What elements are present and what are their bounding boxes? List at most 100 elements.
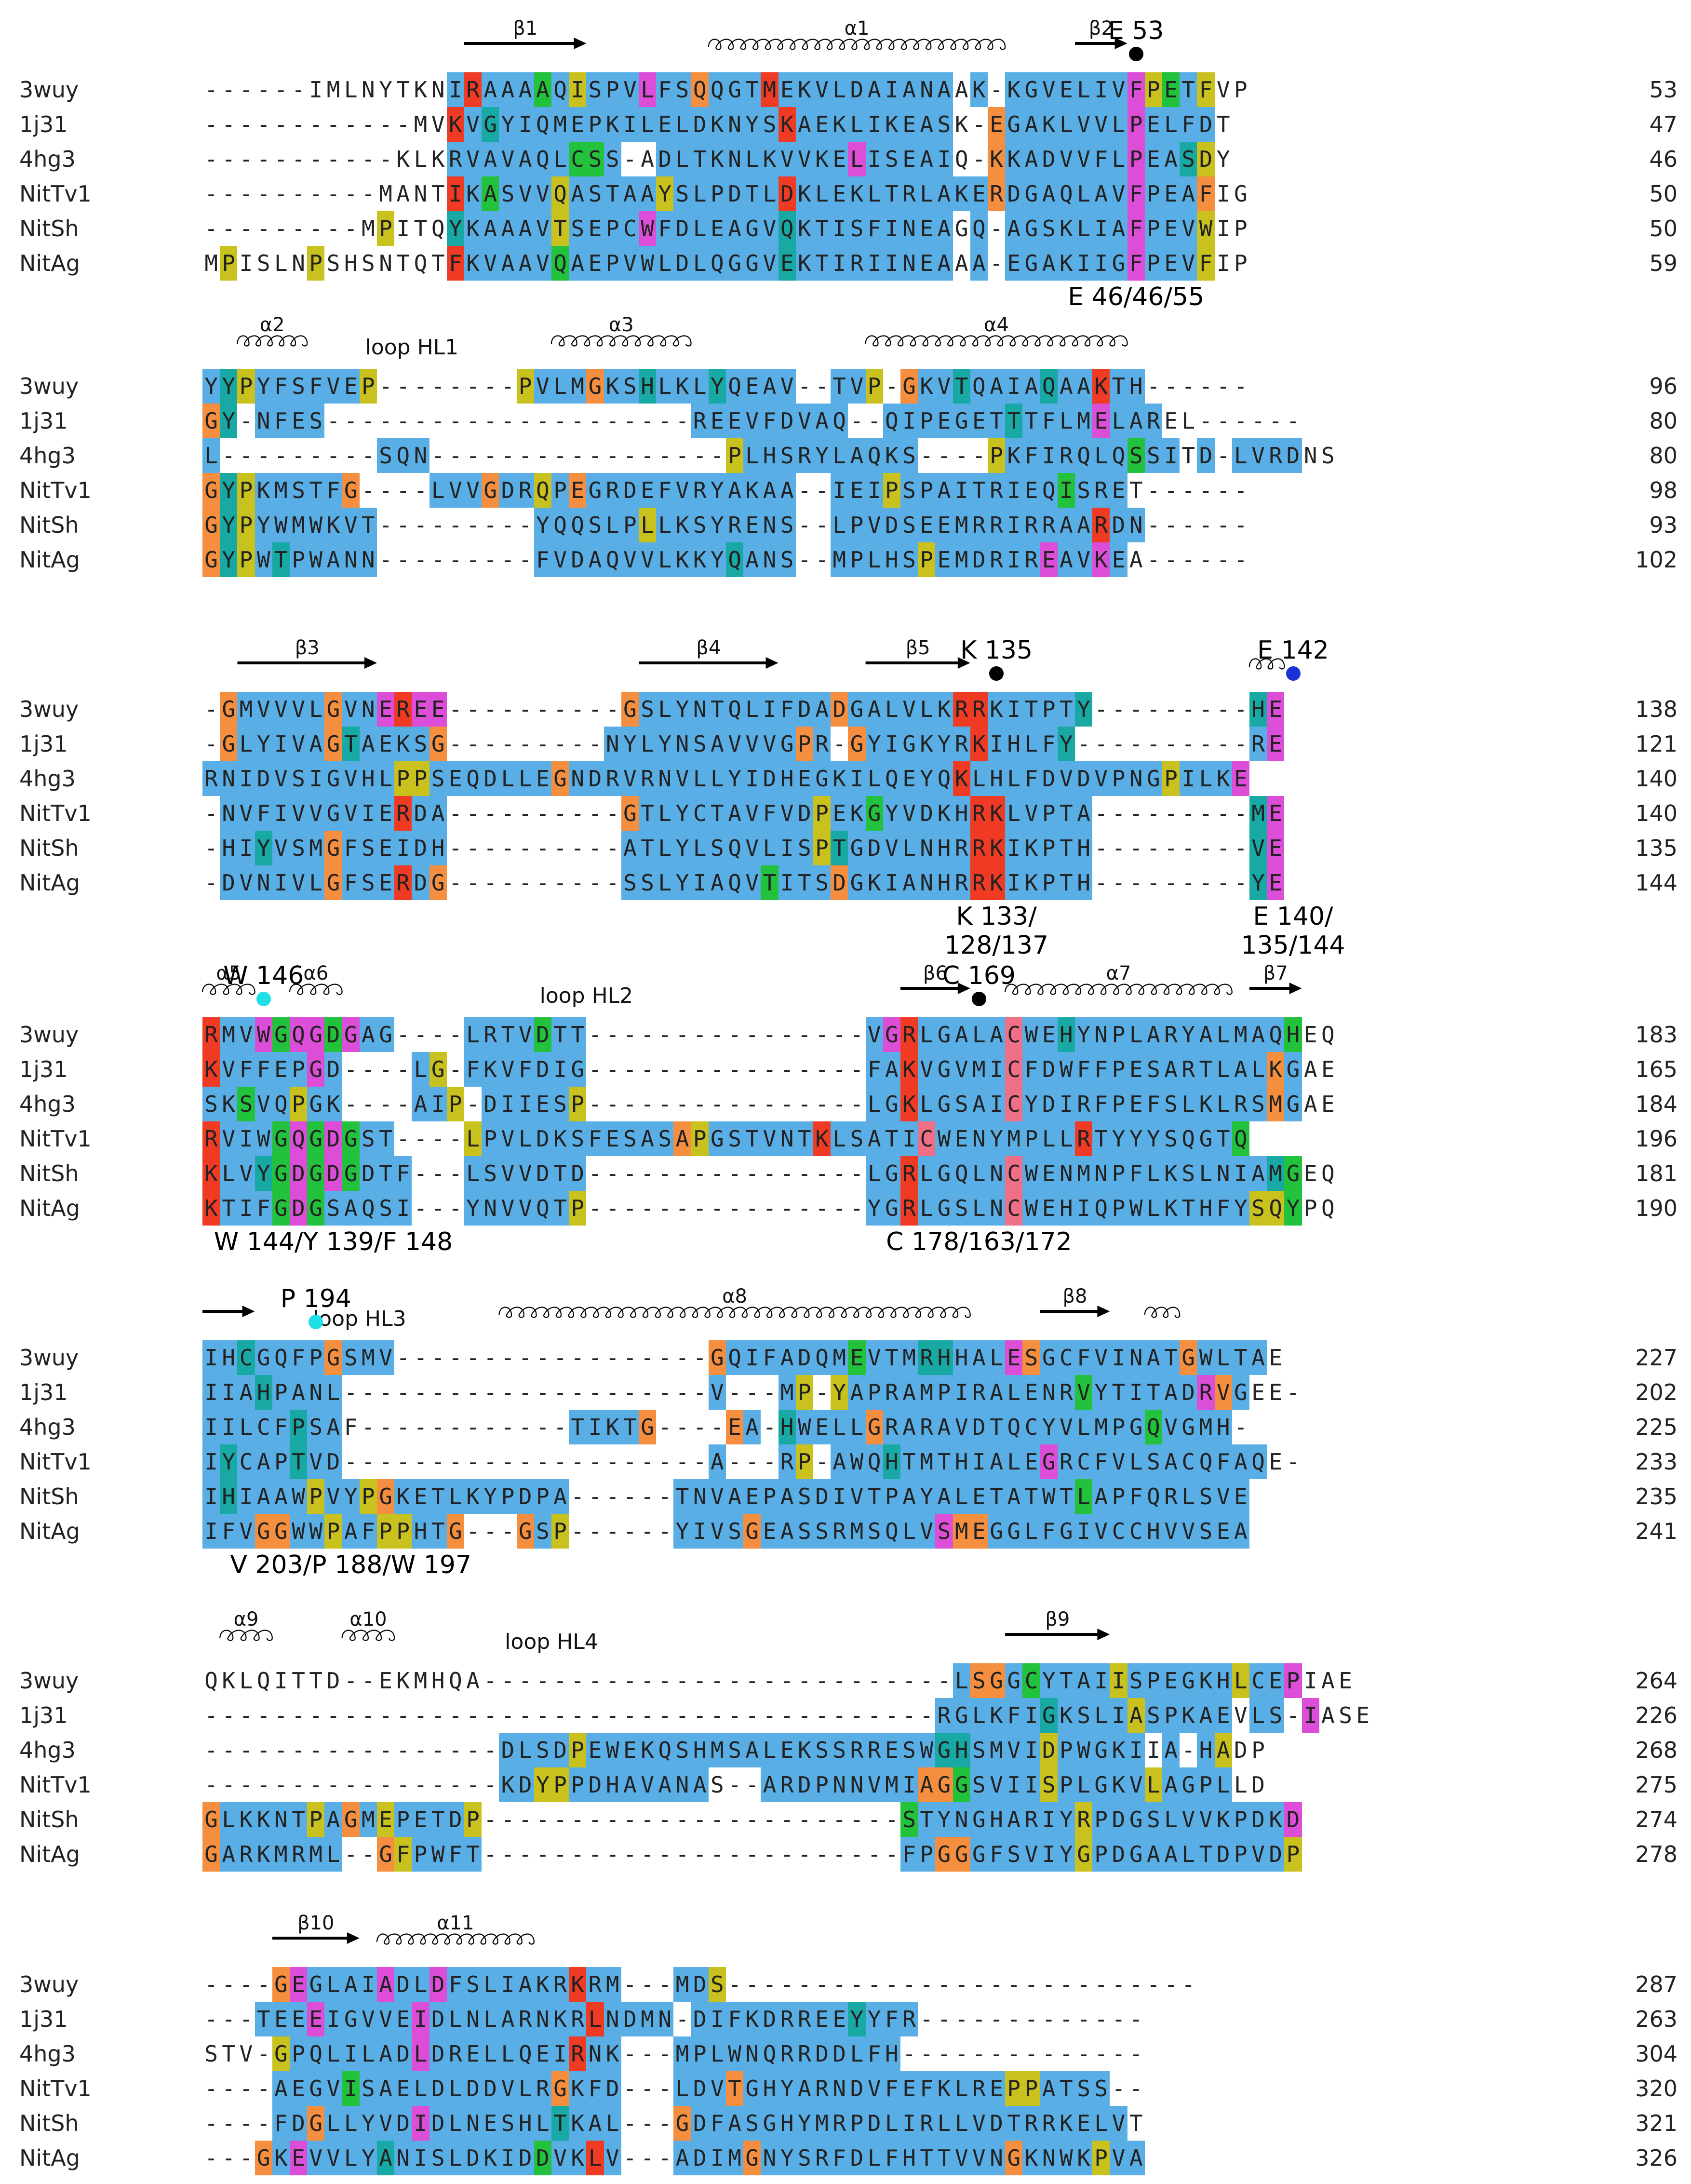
residue: Y (708, 542, 726, 577)
residue: - (605, 408, 619, 434)
residue: - (605, 1702, 619, 1728)
residue: L (446, 1479, 464, 1514)
residue: V (970, 2141, 988, 2175)
residue: P (1110, 1191, 1127, 1226)
residue: L (1180, 1479, 1197, 1514)
sequence-name: NitAg (19, 1518, 80, 1544)
residue: R (1022, 1802, 1040, 1837)
residue: - (972, 146, 986, 172)
residue: V (220, 1121, 238, 1156)
residue: - (675, 1379, 689, 1405)
residue: G (342, 473, 360, 508)
residue: - (1286, 1379, 1300, 1405)
residue: K (795, 246, 813, 281)
residue: - (605, 1841, 619, 1867)
residue: H (953, 1733, 970, 1767)
residue: - (379, 1056, 392, 1082)
residue: P (1110, 1156, 1127, 1191)
residue: A (883, 1052, 900, 1087)
residue: E (1040, 1017, 1058, 1052)
residue: - (518, 800, 532, 826)
residue: S (970, 1663, 988, 1698)
residue: - (588, 1091, 602, 1117)
residue: L (831, 72, 848, 107)
residue: I (1092, 211, 1110, 246)
residue: Y (673, 796, 691, 831)
residue: S (256, 250, 270, 276)
residue: T (1022, 1479, 1040, 1514)
residue: - (414, 1737, 428, 1763)
residue: I (900, 2106, 918, 2141)
residue: - (466, 1449, 480, 1475)
residue: F (865, 2036, 883, 2071)
residue: K (394, 727, 412, 761)
residue: S (586, 72, 604, 107)
residue: S (204, 2041, 218, 2067)
homolog-residue-label: V 203/P 188/W 197 (230, 1550, 472, 1579)
residue: A (1232, 1514, 1249, 1549)
residue: N (1040, 1375, 1058, 1410)
residue: N (656, 2002, 674, 2036)
residue: S (1339, 1702, 1352, 1728)
residue: P (1127, 142, 1145, 176)
residue: A (1249, 1017, 1267, 1052)
residue: - (832, 1971, 846, 1997)
residue: - (362, 1772, 375, 1798)
residue: L (499, 2036, 517, 2071)
residue: - (641, 1668, 654, 1694)
residue: I (272, 727, 290, 761)
residue: - (501, 1345, 515, 1371)
residue: D (516, 1767, 534, 1802)
sequence-name: 3wuy (19, 1345, 79, 1371)
residue: - (815, 477, 829, 503)
residue: N (1092, 1156, 1110, 1191)
residue: L (1005, 761, 1023, 796)
residue: A (290, 1375, 308, 1410)
residue: R (202, 761, 220, 796)
residue: - (309, 181, 323, 207)
residue: A (795, 107, 813, 142)
residue: Y (1057, 727, 1075, 761)
residue: G (1040, 1698, 1058, 1733)
residue: - (1234, 477, 1248, 503)
residue: - (798, 1160, 811, 1186)
residue: - (396, 1056, 410, 1082)
residue: T (1005, 404, 1023, 438)
residue: - (204, 800, 218, 826)
alpha-helix-coil (708, 39, 1006, 50)
residue: V (359, 2002, 377, 2036)
residue: P (1110, 761, 1127, 796)
residue: - (1234, 800, 1248, 826)
residue: - (623, 2076, 637, 2102)
residue: A (1232, 1444, 1249, 1479)
residue: G (1110, 246, 1127, 281)
residue: Y (220, 542, 238, 577)
alpha-helix-coil (1005, 984, 1233, 995)
residue: A (1005, 1479, 1023, 1514)
residue-end-number: 190 (1635, 1195, 1678, 1221)
residue: H (220, 1340, 238, 1375)
residue: - (902, 1971, 916, 1997)
residue: V (708, 1375, 726, 1410)
residue: - (518, 1345, 532, 1371)
residue-marker-dot (1128, 47, 1143, 61)
residue: V (865, 508, 883, 542)
residue: - (239, 408, 253, 434)
residue: P (499, 1479, 517, 1514)
residue: - (780, 1841, 794, 1867)
residue: K (673, 542, 691, 577)
residue: V (237, 1156, 255, 1191)
residue: - (501, 1841, 515, 1867)
residue: V (621, 761, 639, 796)
sequence-name: 4hg3 (19, 1414, 76, 1440)
residue: - (292, 1737, 305, 1763)
residue: Q (953, 1156, 970, 1191)
residue: Y (220, 1444, 238, 1479)
residue: F (1040, 1514, 1058, 1549)
residue: E (831, 2002, 848, 2036)
residue: - (1234, 870, 1248, 896)
residue: Q (1321, 1160, 1335, 1186)
residue: A (708, 1444, 726, 1479)
residue-marker-label: C 169 (942, 961, 1016, 990)
residue: Y (673, 865, 691, 900)
